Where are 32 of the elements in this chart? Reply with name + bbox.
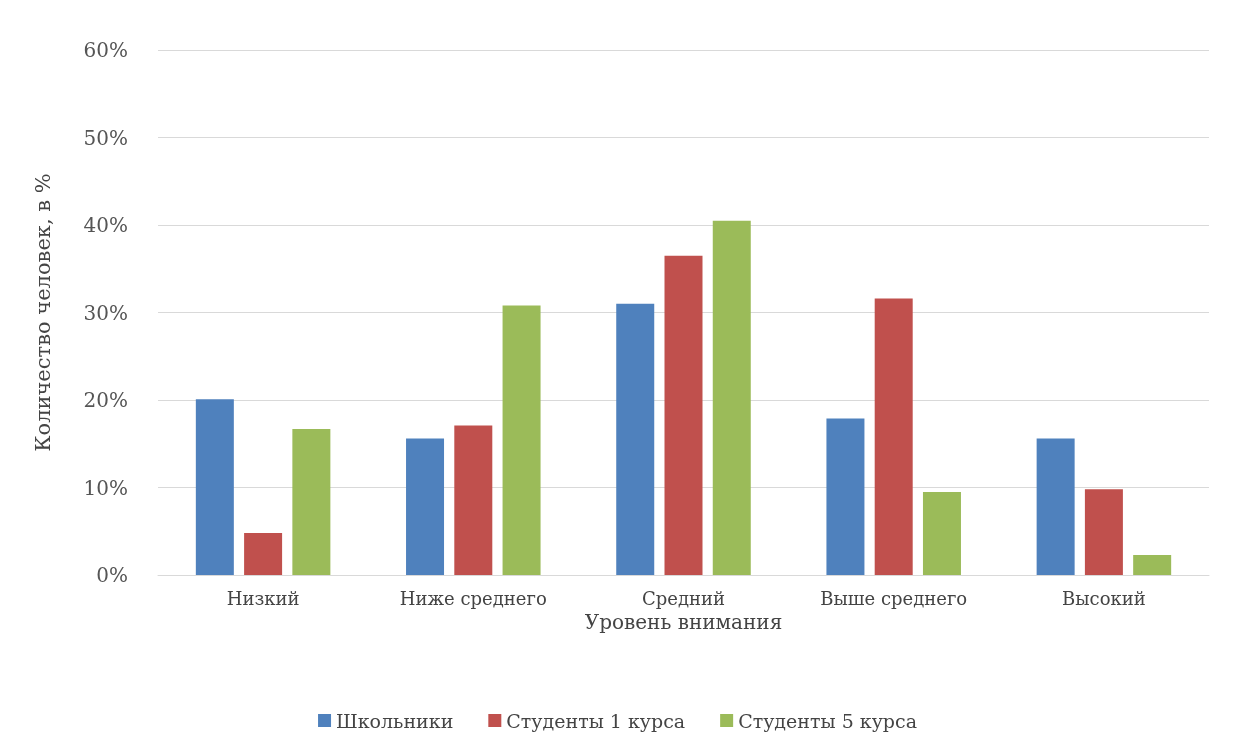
x-tick-label: Высокий	[1062, 587, 1146, 609]
bar	[244, 533, 283, 575]
bar	[922, 491, 961, 575]
bar	[826, 418, 865, 575]
bar	[712, 220, 751, 575]
bar	[1133, 554, 1172, 575]
y-tick-label: 60%	[83, 38, 128, 62]
bar	[502, 305, 541, 575]
x-tick-label: Выше среднего	[820, 587, 968, 609]
y-axis-title: Количество человек, в %	[30, 173, 55, 452]
bar	[874, 298, 913, 575]
bar	[454, 425, 493, 575]
y-tick-label: 30%	[83, 300, 128, 325]
legend-label: Студенты 5 курса	[738, 709, 917, 732]
y-tick-label: 10%	[83, 475, 128, 500]
legend-label: Школьники	[336, 709, 454, 732]
bar	[292, 428, 331, 575]
y-tick-label: 20%	[83, 388, 128, 412]
y-tick-label: 50%	[83, 125, 128, 150]
x-tick-label: Низкий	[226, 587, 300, 609]
x-tick-label: Средний	[641, 587, 726, 609]
x-axis-title: Уровень внимания	[584, 609, 783, 634]
legend-label: Студенты 1 курса	[506, 709, 686, 732]
bar	[616, 303, 655, 575]
y-tick-label: 40%	[83, 213, 128, 237]
bar	[664, 255, 703, 575]
bar	[1084, 489, 1123, 575]
bar	[195, 399, 234, 575]
x-tick-label: Ниже среднего	[399, 587, 547, 609]
y-tick-label: 0%	[96, 563, 128, 587]
bar	[406, 438, 445, 575]
bar	[1036, 438, 1075, 575]
